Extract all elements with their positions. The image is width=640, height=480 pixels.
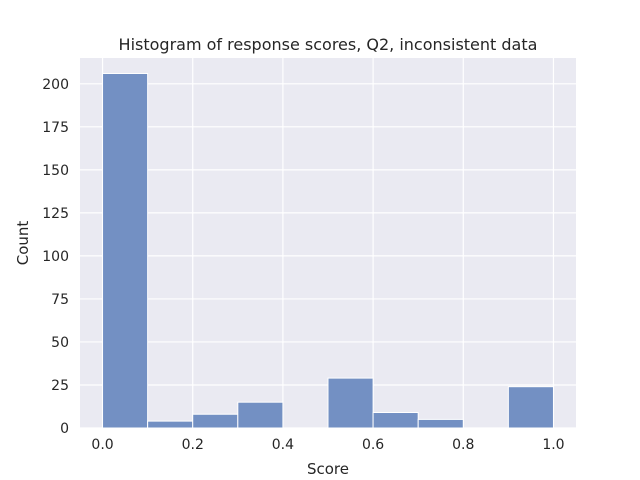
histogram-bar xyxy=(507,386,554,429)
x-tick-label: 0.2 xyxy=(182,437,204,453)
y-tick-label: 200 xyxy=(42,77,69,93)
y-tick-label: 0 xyxy=(60,421,69,437)
x-tick-label: 0.8 xyxy=(452,437,474,453)
y-tick-label: 150 xyxy=(42,163,69,179)
histogram-bar xyxy=(237,401,284,429)
y-tick-label: 100 xyxy=(42,249,69,265)
x-tick-labels: 0.0 0.2 0.4 0.6 0.8 1.0 xyxy=(91,437,564,453)
histogram-bar xyxy=(327,377,374,429)
histogram-bar xyxy=(147,420,194,429)
y-tick-label: 175 xyxy=(42,120,69,136)
histogram-bar xyxy=(417,418,464,429)
grid-lines xyxy=(80,58,576,429)
x-tick-label: 1.0 xyxy=(542,437,564,453)
plot-area xyxy=(80,58,576,428)
histogram-bar xyxy=(102,72,149,429)
y-tick-label: 25 xyxy=(51,378,69,394)
chart-title: Histogram of response scores, Q2, incons… xyxy=(119,35,538,54)
histogram-bar xyxy=(192,413,239,429)
x-tick-label: 0.0 xyxy=(91,437,113,453)
y-tick-label: 50 xyxy=(51,335,69,351)
y-tick-labels: 0 25 50 75 100 125 150 175 200 xyxy=(42,77,69,437)
bars xyxy=(102,72,554,429)
x-tick-label: 0.4 xyxy=(272,437,294,453)
y-tick-label: 125 xyxy=(42,206,69,222)
x-axis-label: Score xyxy=(307,460,349,478)
y-tick-label: 75 xyxy=(51,292,69,308)
x-tick-label: 0.6 xyxy=(362,437,384,453)
y-axis-label: Count xyxy=(14,221,32,266)
histogram-bar xyxy=(372,412,419,429)
